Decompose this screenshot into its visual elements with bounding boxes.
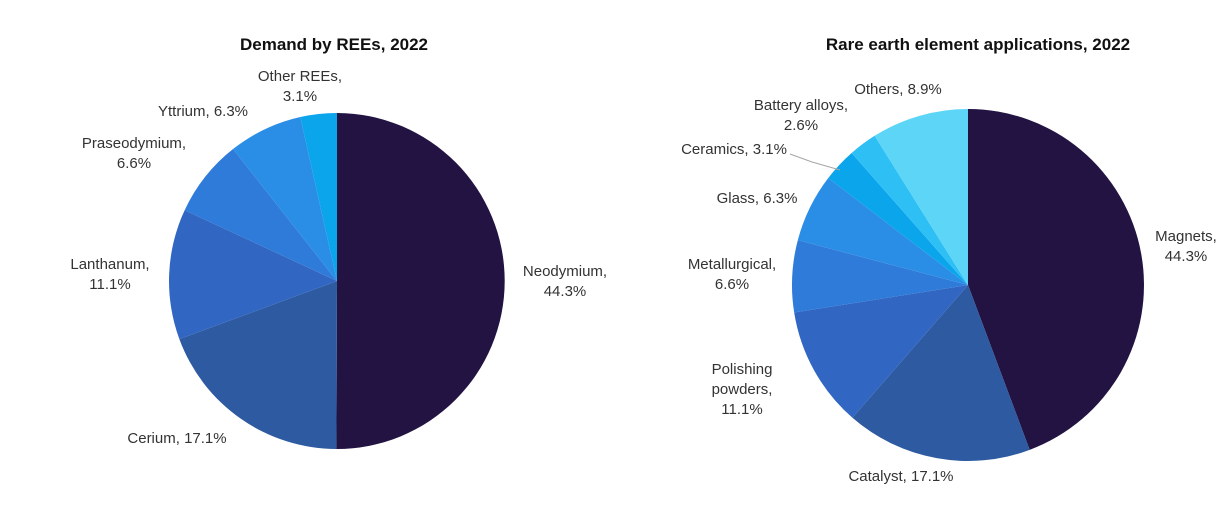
data-label-glass: Glass, 6.3% xyxy=(717,190,798,207)
pie-slice-polishing-powders xyxy=(794,285,968,418)
pie-slice-praseodymium xyxy=(184,149,337,281)
chart-title: Rare earth element applications, 2022 xyxy=(825,35,1131,54)
rees-demand-pie: Neodymium, 44.3% Cerium, 17.1% Lanthanum, 11… xyxy=(70,68,607,450)
leader-line-ceramics xyxy=(789,153,841,171)
pie-slice-magnets xyxy=(968,109,1144,450)
data-label-metallurgical: Metallurgical, 6.6% xyxy=(688,256,776,293)
pie-slice-metallurgical xyxy=(792,240,968,313)
data-label-yttrium: Yttrium, 6.3% xyxy=(158,103,248,120)
pie-slice-yttrium xyxy=(233,117,337,281)
data-label-battery-alloys: Battery alloys, 2.6% xyxy=(754,97,848,134)
data-label-others: Others, 8.9% xyxy=(854,81,942,98)
pie-slice-others xyxy=(874,109,968,285)
pie-slice-glass xyxy=(797,178,968,285)
ree-applications-pie: Magnets, 44.3% Catalyst, 17.1% Polishing pow… xyxy=(681,81,1217,485)
data-label-magnets: Magnets, 44.3% xyxy=(1155,228,1217,265)
pie-slice-other-rees xyxy=(300,113,337,281)
rees-demand-chart: Demand by REEs, 2022 Neodymium, 44.3% Ceri… xyxy=(70,35,607,450)
data-label-catalyst: Catalyst, 17.1% xyxy=(848,468,953,485)
ree-applications-chart: Rare earth element applications, 2022 Ma… xyxy=(640,0,1230,530)
pie-slice-catalyst xyxy=(852,285,1030,461)
data-label-neodymium: Neodymium, 44.3% xyxy=(523,263,607,300)
chart-title: Demand by REEs, 2022 xyxy=(239,35,429,54)
data-label-praseodymium: Praseodymium, 6.6% xyxy=(82,135,186,172)
data-label-other-rees: Other REEs, 3.1% xyxy=(258,68,342,105)
data-label-polishing-powders: Polishing powders, 11.1% xyxy=(712,361,773,418)
pie-slice-battery-alloys xyxy=(851,135,968,285)
data-label-ceramics: Ceramics, 3.1% xyxy=(681,141,787,158)
pie-slice-neodymium xyxy=(336,113,505,450)
pie-slice-lanthanum xyxy=(169,210,337,340)
pie-slice-cerium xyxy=(179,281,337,449)
data-label-lanthanum: Lanthanum, 11.1% xyxy=(70,256,149,293)
pie-slice-ceramics xyxy=(828,152,968,285)
data-label-cerium: Cerium, 17.1% xyxy=(127,430,226,447)
